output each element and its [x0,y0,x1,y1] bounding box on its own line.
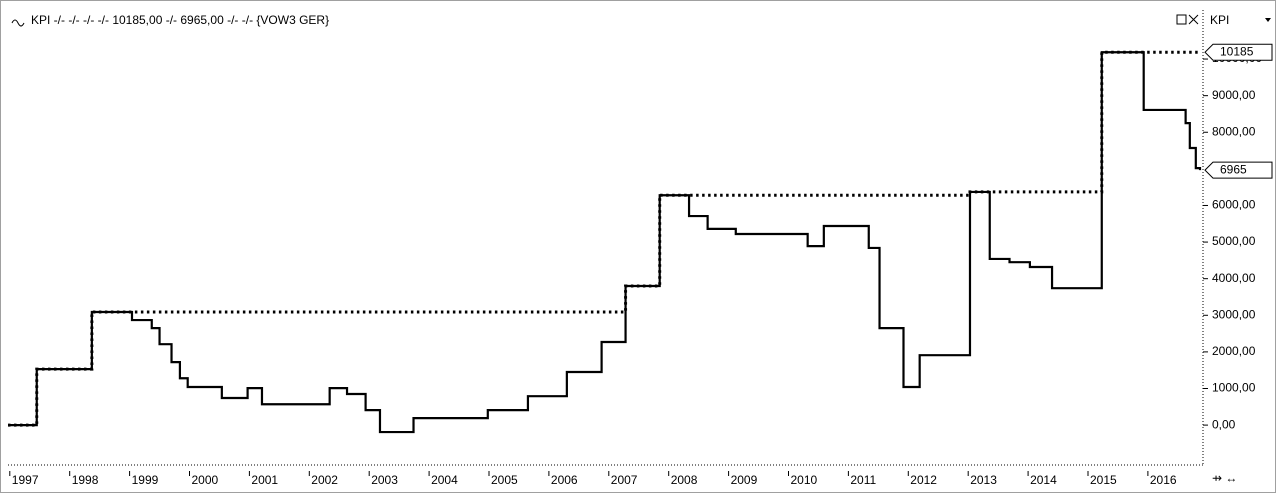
y-tick-label: 9000,00 [1212,88,1256,102]
y-tick-label: 3000,00 [1212,307,1256,321]
value-marker [1204,43,1273,61]
series-icon [11,19,25,27]
x-tick-label: 2001 [251,473,278,487]
maximize-button[interactable] [1176,14,1187,25]
x-tick-label: 2014 [1030,473,1057,487]
x-tick-label: 2002 [311,473,338,487]
x-tick-label: 1999 [132,473,159,487]
y-axis-label: KPI [1210,13,1229,27]
close-button[interactable] [1188,14,1199,25]
x-tick-label: 2003 [371,473,398,487]
x-tick-label: 2007 [611,473,638,487]
x-tick-label: 1998 [72,473,99,487]
y-tick-label: 6000,00 [1212,198,1256,212]
x-tick-label: 2009 [731,473,758,487]
x-tick-label: 2005 [491,473,518,487]
x-tick-label: 2006 [551,473,578,487]
x-tick-label: 2015 [1090,473,1117,487]
chart-title: KPI -/- -/- -/- -/- 10185,00 -/- 6965,00… [31,13,329,27]
x-tick-label: 2012 [910,473,937,487]
x-tick-label: 2011 [850,473,876,487]
value-marker-label: 10185 [1220,44,1254,58]
dropdown-icon[interactable] [1265,18,1271,22]
x-tick-label: 2016 [1150,473,1177,487]
y-tick-label: 8000,00 [1212,124,1256,138]
x-tick-label: 2013 [970,473,997,487]
x-tick-label: 1997 [12,473,39,487]
y-tick-label: 4000,00 [1212,271,1256,285]
x-tick-label: 2004 [431,473,458,487]
x-tick-label: 2008 [671,473,698,487]
value-marker-label: 6965 [1220,162,1247,176]
y-tick-label: 2000,00 [1212,344,1256,358]
x-tick-label: 2000 [191,473,218,487]
y-tick-label: 0,00 [1212,417,1236,431]
scroll-icons[interactable]: ⇸ ↔ [1212,471,1237,485]
value-marker [1204,161,1273,179]
x-tick-label: 2010 [790,473,817,487]
y-tick-label: 5000,00 [1212,234,1256,248]
y-tick-label: 1000,00 [1212,381,1256,395]
